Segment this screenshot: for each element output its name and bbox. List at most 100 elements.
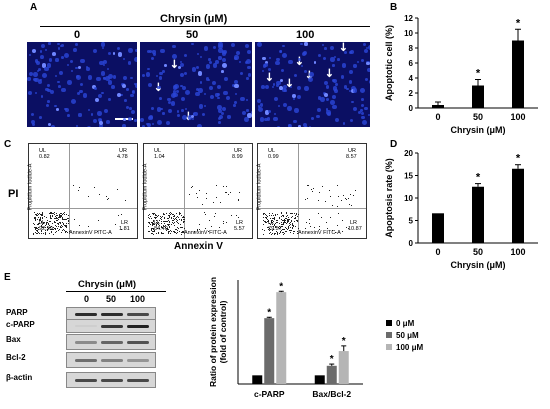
nucleus-dot [368, 80, 370, 85]
flow-event [282, 223, 284, 225]
flow-event [151, 232, 153, 234]
nucleus-dot [287, 106, 292, 111]
nucleus-dot [102, 63, 106, 67]
flow-event [44, 230, 46, 232]
flow-event [35, 228, 37, 230]
flow-event [153, 221, 155, 223]
nucleus-dot [100, 42, 106, 47]
nucleus-dot [217, 105, 222, 110]
nucleus-dot [334, 117, 340, 122]
nucleus-dot [333, 79, 337, 84]
flow-event [167, 224, 169, 226]
flow-event [279, 227, 281, 229]
flow-event [53, 212, 55, 214]
flow-event [183, 216, 185, 218]
flow-event [171, 216, 173, 218]
flow-event [68, 220, 70, 222]
flow-event [39, 218, 41, 220]
flow-event [168, 221, 170, 223]
blot-lane-0: 0 [84, 294, 90, 304]
nucleus-dot [279, 50, 283, 53]
flow-event [170, 218, 172, 219]
flow-event [291, 227, 293, 229]
nucleus-dot [275, 60, 280, 65]
flow-event [281, 228, 283, 230]
flow-event [169, 229, 171, 231]
nucleus-dot [94, 97, 100, 103]
quadrant-ll-val: 92.59 [39, 226, 53, 232]
nucleus-dot [361, 119, 367, 125]
nucleus-dot [73, 48, 77, 52]
flow-event [169, 232, 171, 234]
panel-a-title: Chrysin (μM) [160, 13, 228, 25]
flow-event [349, 203, 351, 205]
flow-event [183, 228, 185, 230]
flow-event [161, 231, 162, 233]
nucleus-dot [135, 48, 137, 52]
flow-event [295, 214, 297, 216]
nucleus-dot [147, 115, 153, 121]
flow-event [59, 214, 61, 216]
flow-event [277, 226, 279, 228]
flow-event [56, 228, 58, 230]
nucleus-dot [281, 52, 287, 58]
nucleus-dot [217, 117, 221, 121]
blot-title-rule [66, 291, 166, 292]
flow-event [49, 217, 51, 219]
flow-event [35, 227, 37, 229]
flow-event [88, 226, 90, 228]
nucleus-dot [227, 115, 231, 119]
nucleus-dot [293, 119, 297, 124]
nucleus-dot [162, 112, 165, 115]
flow-event [220, 202, 222, 204]
nucleus-dot [167, 97, 171, 102]
flow-event [170, 231, 172, 233]
flow-event [271, 222, 273, 224]
flow-event [64, 213, 66, 215]
nucleus-dot [176, 110, 180, 114]
nucleus-dot [146, 122, 149, 126]
flow-event [269, 217, 271, 219]
arrow-icon: ↙ [292, 53, 308, 69]
flow-event [177, 226, 179, 228]
flow-event [40, 225, 42, 227]
nucleus-dot [308, 126, 311, 127]
flow-event [59, 215, 61, 217]
flow-event [151, 228, 153, 230]
flow-event [179, 230, 181, 232]
flow-event [39, 220, 41, 222]
flow-event [283, 216, 285, 218]
flow-event [282, 231, 284, 233]
legend-label: 50 μM [396, 331, 419, 340]
flow-event [176, 221, 178, 223]
nucleus-dot [48, 42, 51, 45]
quadrant-ll-val: 79.57 [268, 226, 282, 232]
flow-event [239, 191, 241, 193]
nucleus-dot [222, 63, 228, 69]
nucleus-dot [337, 57, 341, 61]
nucleus-dot [330, 57, 335, 62]
nucleus-dot [276, 57, 280, 62]
nucleus-dot [277, 104, 281, 107]
flow-event [160, 217, 162, 219]
flow-event [161, 233, 163, 235]
nucleus-dot [353, 64, 357, 68]
bar [264, 318, 275, 384]
nucleus-dot [331, 78, 335, 82]
nucleus-dot [204, 104, 207, 107]
nucleus-dot [46, 100, 50, 103]
flow-event [291, 224, 293, 226]
flow-event [273, 214, 275, 216]
flow-event [305, 222, 307, 224]
nucleus-dot [97, 118, 102, 123]
flow-event [43, 222, 45, 224]
flow-event [196, 230, 198, 232]
flow-event [148, 217, 150, 219]
nucleus-dot [39, 78, 42, 82]
flow-event [53, 221, 55, 223]
nucleus-dot [46, 63, 52, 69]
flow-event [218, 227, 220, 229]
flow-event [55, 229, 57, 231]
flow-event [182, 231, 184, 233]
nucleus-dot [201, 112, 206, 116]
